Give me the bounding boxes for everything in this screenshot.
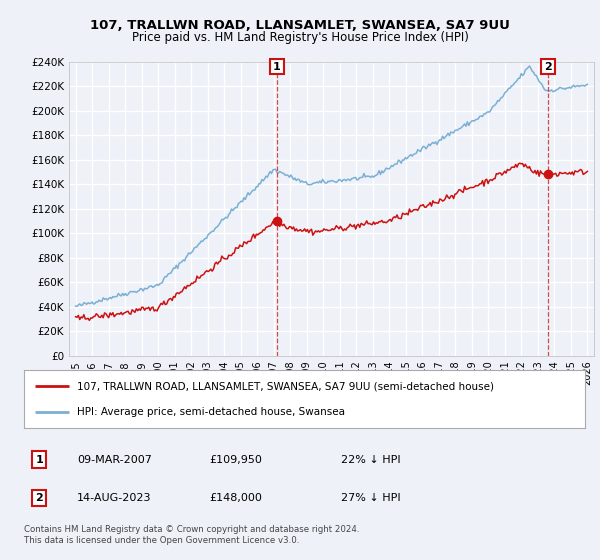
- Text: 14-AUG-2023: 14-AUG-2023: [77, 493, 152, 503]
- Text: 27% ↓ HPI: 27% ↓ HPI: [341, 493, 401, 503]
- Text: 09-MAR-2007: 09-MAR-2007: [77, 455, 152, 465]
- Text: Price paid vs. HM Land Registry's House Price Index (HPI): Price paid vs. HM Land Registry's House …: [131, 31, 469, 44]
- Text: £109,950: £109,950: [209, 455, 262, 465]
- Text: £148,000: £148,000: [209, 493, 262, 503]
- Text: 107, TRALLWN ROAD, LLANSAMLET, SWANSEA, SA7 9UU: 107, TRALLWN ROAD, LLANSAMLET, SWANSEA, …: [90, 18, 510, 32]
- Text: 2: 2: [544, 62, 552, 72]
- Text: 1: 1: [273, 62, 281, 72]
- Text: 22% ↓ HPI: 22% ↓ HPI: [341, 455, 401, 465]
- Text: 107, TRALLWN ROAD, LLANSAMLET, SWANSEA, SA7 9UU (semi-detached house): 107, TRALLWN ROAD, LLANSAMLET, SWANSEA, …: [77, 381, 494, 391]
- Text: 1: 1: [35, 455, 43, 465]
- Text: Contains HM Land Registry data © Crown copyright and database right 2024.
This d: Contains HM Land Registry data © Crown c…: [24, 525, 359, 545]
- Text: HPI: Average price, semi-detached house, Swansea: HPI: Average price, semi-detached house,…: [77, 407, 345, 417]
- Text: 2: 2: [35, 493, 43, 503]
